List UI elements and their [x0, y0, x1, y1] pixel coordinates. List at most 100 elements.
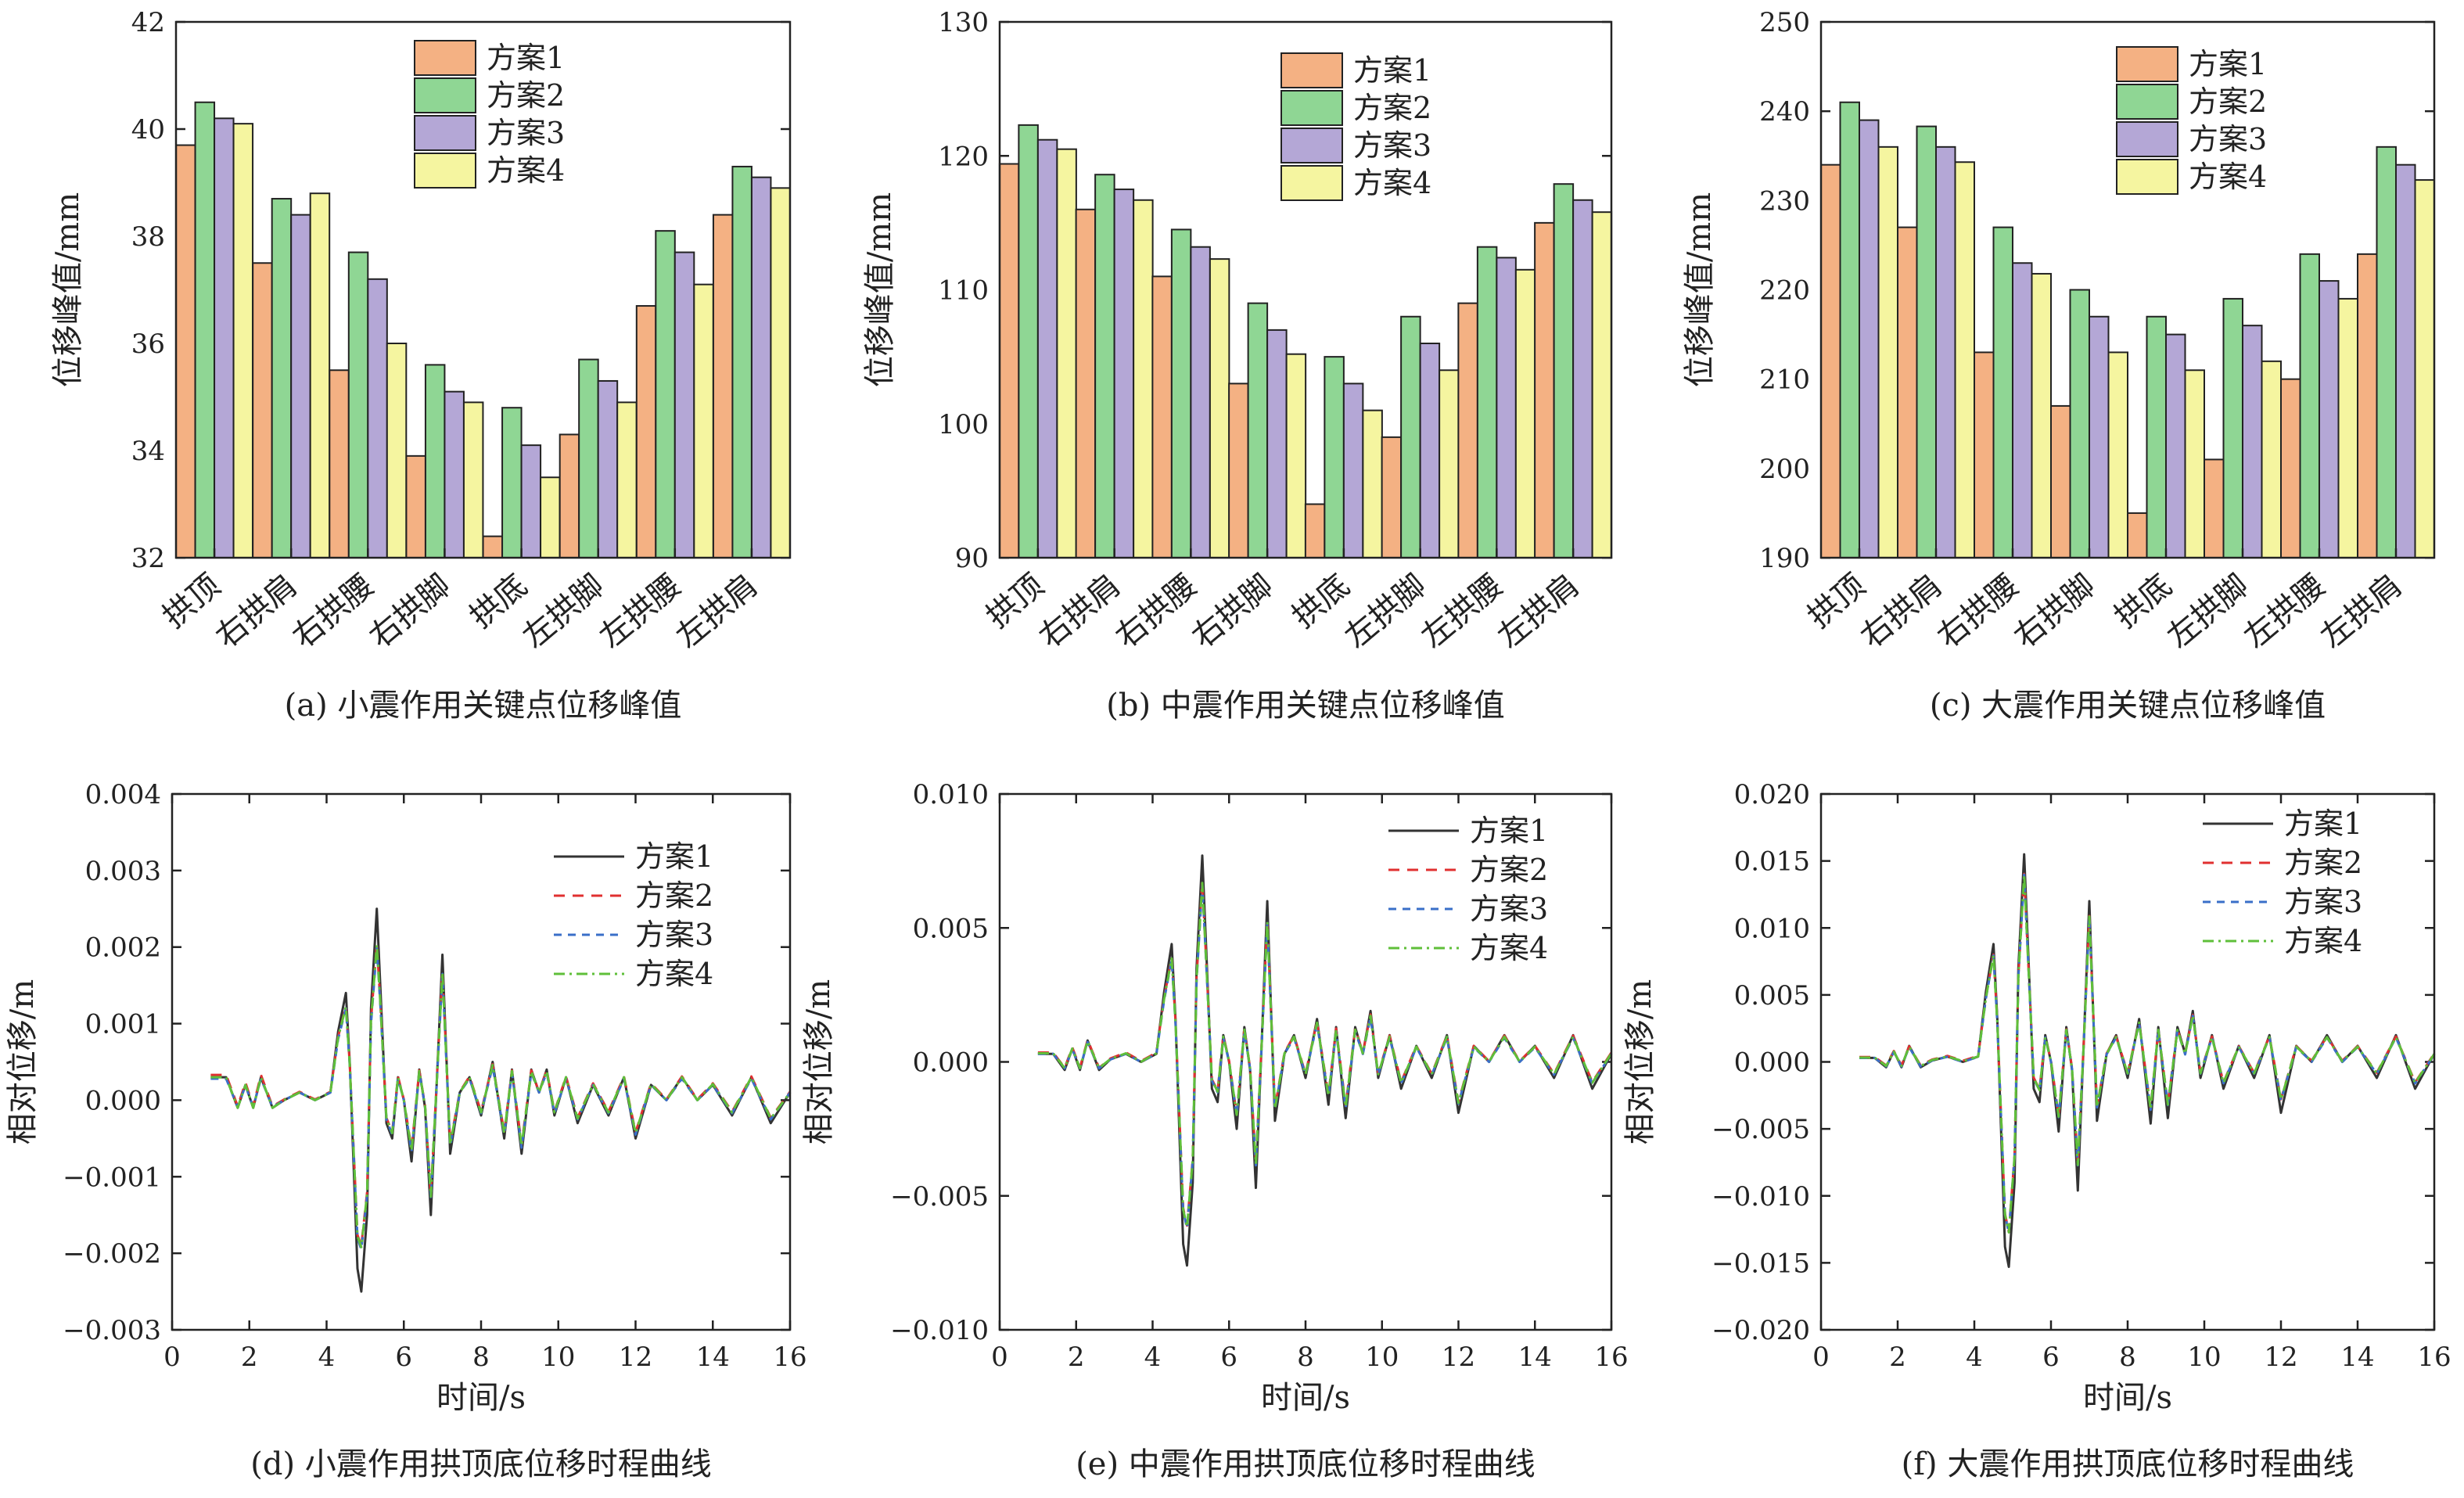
bar	[1572, 199, 1593, 559]
bar	[1285, 353, 1307, 559]
bar	[2127, 512, 2148, 559]
x-tick-label: 14	[696, 1342, 730, 1373]
bar	[750, 176, 772, 559]
y-axis-label: 相对位移/m	[1622, 979, 1658, 1144]
x-axis-label: 时间/s	[1261, 1380, 1350, 1416]
x-tick-label: 16	[1594, 1342, 1628, 1373]
bar	[2376, 145, 2397, 559]
y-tick-label: 40	[131, 114, 165, 145]
x-axis-label: 时间/s	[2083, 1380, 2172, 1416]
legend-label: 方案4	[1353, 166, 1431, 200]
x-tick-label: 12	[1442, 1342, 1475, 1373]
bar	[175, 144, 196, 559]
series-line	[210, 943, 792, 1248]
y-tick-label: 32	[131, 543, 165, 574]
y-tick-label: −0.002	[63, 1238, 161, 1270]
legend-swatch	[2116, 121, 2178, 157]
bar	[520, 444, 542, 559]
bar	[2299, 253, 2320, 559]
y-axis-label: 位移峰值/mm	[50, 192, 86, 387]
bar	[347, 251, 369, 559]
y-tick-label: 0.001	[85, 1009, 161, 1040]
bar	[1954, 161, 1975, 559]
x-category-label: 右拱肩	[209, 567, 304, 655]
bar	[559, 433, 580, 559]
x-tick-label: 8	[1297, 1342, 1314, 1373]
bar	[462, 401, 484, 559]
y-tick-label: 36	[131, 329, 165, 360]
bar	[2031, 272, 2052, 559]
bar	[655, 230, 676, 559]
y-tick-label: 220	[1759, 275, 1810, 307]
legend-label: 方案2	[2284, 846, 2362, 880]
bar	[1094, 174, 1115, 559]
bar	[712, 214, 734, 559]
x-tick-label: 0	[991, 1342, 1008, 1373]
legend-label: 方案3	[487, 116, 565, 150]
bar	[1859, 119, 1880, 559]
bar	[1400, 315, 1421, 559]
y-tick-label: 250	[1759, 7, 1810, 38]
bar	[1133, 199, 1154, 559]
y-tick-label: 0.015	[1734, 846, 1810, 878]
bar	[2414, 179, 2435, 559]
bar	[501, 407, 523, 559]
bar	[1877, 145, 1898, 559]
bar	[232, 123, 254, 559]
x-tick-label: 14	[2340, 1342, 2374, 1373]
x-tick-label: 10	[2187, 1342, 2221, 1373]
plot-frame	[1819, 792, 2436, 1331]
y-tick-label: 200	[1759, 454, 1810, 485]
x-tick-label: 16	[2417, 1342, 2451, 1373]
bar	[386, 343, 408, 559]
legend-label: 方案3	[2284, 885, 2362, 919]
x-category-label: 左拱脚	[2160, 567, 2255, 655]
chart-panel-6: −0.020 −0.015 −0.010 −0.005 0.000 0.005 0.010 0…	[1622, 779, 2451, 1482]
legend-label: 方案2	[635, 878, 713, 913]
bar	[1209, 258, 1230, 559]
bar	[2146, 315, 2167, 559]
bar	[731, 165, 752, 559]
bar	[1439, 369, 1460, 559]
series-line	[210, 946, 792, 1251]
bar	[252, 262, 273, 559]
legend-label: 方案4	[1470, 931, 1548, 965]
bar	[693, 283, 714, 559]
panel-caption: (e) 中震作用拱顶底位移时程曲线	[1076, 1446, 1536, 1482]
bar	[290, 214, 311, 559]
bar	[1342, 383, 1364, 559]
legend-label: 方案1	[1353, 53, 1431, 88]
legend-label: 方案2	[2189, 84, 2267, 119]
y-tick-label: −0.010	[890, 1315, 989, 1346]
bar	[271, 198, 293, 559]
x-tick-label: 10	[541, 1342, 575, 1373]
y-tick-label: 110	[938, 275, 989, 307]
legend-swatch	[414, 77, 476, 113]
bar	[482, 535, 504, 559]
legend-label: 方案2	[1470, 853, 1548, 887]
bar	[2280, 378, 2301, 559]
x-category-label: 右拱腰	[286, 567, 380, 655]
bar	[2337, 297, 2358, 559]
legend-label: 方案3	[1353, 128, 1431, 163]
panel-caption: (d) 小震作用拱顶底位移时程曲线	[250, 1446, 712, 1482]
legend-swatch	[414, 40, 476, 76]
legend-swatch	[2116, 159, 2178, 195]
panel-caption: (a) 小震作用关键点位移峰值	[285, 688, 682, 724]
y-tick-label: 130	[938, 7, 989, 38]
x-category-label: 右拱脚	[1185, 567, 1280, 655]
bar	[2261, 360, 2282, 559]
y-tick-label: −0.005	[1712, 1114, 1810, 1145]
bar	[1591, 211, 1613, 559]
x-category-label: 右拱肩	[1033, 567, 1127, 655]
chart-panel-4: −0.003 −0.002 −0.001 0.000 0.001 0.002 0.003 0.…	[5, 779, 807, 1482]
bar	[616, 401, 638, 559]
x-category-label: 左拱肩	[670, 567, 764, 655]
bar	[673, 251, 695, 559]
chart-panel-3: 190200210220230240250位移峰值/mm拱顶右拱肩右拱腰右拱脚拱…	[1682, 7, 2436, 724]
